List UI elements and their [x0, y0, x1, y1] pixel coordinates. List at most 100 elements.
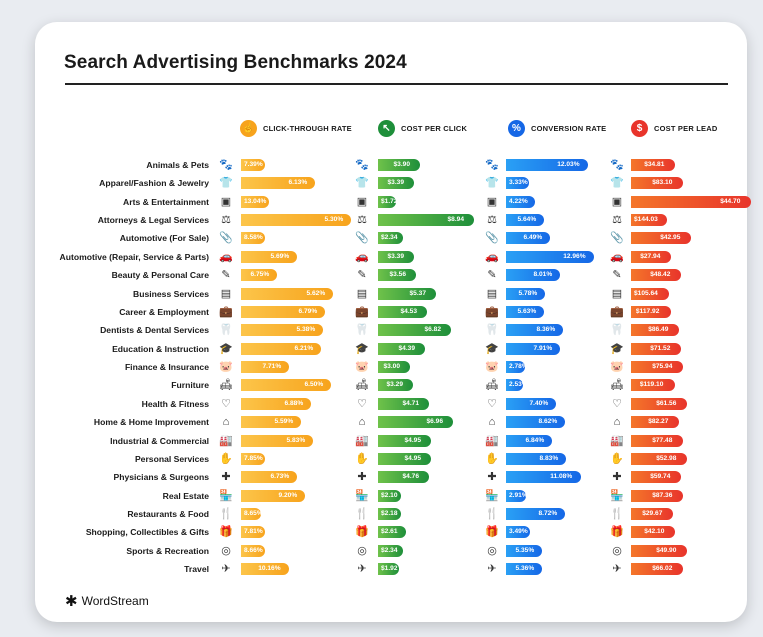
category-label: Home & Home Improvement	[93, 417, 209, 428]
value-label-cpc: $4.95	[404, 454, 422, 462]
value-label-cvr: 8.36%	[536, 326, 556, 334]
picture-icon: ▣	[220, 195, 232, 208]
ball-icon: ◎	[487, 544, 497, 557]
piggy-bank-icon: 🐷	[485, 361, 499, 374]
utensils-icon: 🍴	[355, 508, 369, 521]
bar-ctr	[241, 214, 351, 227]
value-label-cpl: $119.10	[639, 381, 664, 389]
storefront-icon: 🏪	[610, 489, 624, 502]
bar-cvr	[506, 342, 560, 355]
hand-pointer-icon: ☝	[240, 119, 257, 137]
armchair-icon: 🛋	[219, 379, 233, 392]
value-label-cpc: $4.76	[402, 473, 420, 481]
value-label-cvr: 3.49%	[509, 528, 528, 536]
table-row: Physicians & Surgeons ✚ 6.73% ✚ $4.76 ✚ 11.08%…	[35, 468, 747, 486]
car-icon: 🚗	[610, 250, 624, 263]
picture-icon: ▣	[611, 195, 623, 208]
bar-cpc	[378, 324, 451, 337]
bar-cpl	[631, 342, 681, 355]
bar-cpc	[378, 526, 406, 539]
heart-icon: ♡	[487, 397, 497, 410]
storefront-icon: 🏪	[219, 489, 233, 502]
airplane-icon: ✈	[221, 563, 231, 576]
bar-cpl	[631, 544, 687, 557]
table-row: Furniture 🛋 6.50% 🛋 $3.29 🛋 2.53% 🛋 $119.10	[35, 376, 747, 394]
bar-cpc	[378, 361, 410, 374]
bar-cvr	[506, 250, 594, 263]
value-label-cpc: $3.39	[387, 179, 405, 187]
airplane-icon: ✈	[487, 563, 497, 576]
category-label: Furniture	[171, 380, 209, 391]
table-row: Attorneys & Legal Services ⚖ 5.30% ⚖ $8.94 ⚖ 5…	[35, 211, 747, 229]
house-icon: ⌂	[488, 416, 496, 429]
value-label-cpl: $87.36	[652, 491, 673, 499]
category-label: Restaurants & Food	[127, 509, 209, 520]
category-label: Arts & Entertainment	[123, 196, 209, 207]
category-label: Personal Services	[134, 453, 209, 464]
value-label-cpl: $117.92	[635, 307, 660, 315]
airplane-icon: ✈	[612, 563, 622, 576]
category-label: Finance & Insurance	[124, 362, 209, 373]
briefcase-icon: 💼	[219, 305, 233, 318]
bar-cvr	[506, 214, 544, 227]
bar-ctr	[241, 434, 313, 447]
table-row: Education & Instruction 🎓 6.21% 🎓 $4.39 🎓 7.91…	[35, 340, 747, 358]
value-label-cpl: $82.27	[648, 418, 669, 426]
paw-icon: 🐾	[355, 159, 369, 171]
brand-name: WordStream	[81, 594, 149, 608]
value-label-cvr: 8.01%	[533, 271, 553, 279]
value-label-ctr: 8.66%	[244, 546, 263, 554]
value-label-cvr: 2.91%	[509, 491, 528, 499]
medical-cross-icon: ✚	[357, 471, 367, 484]
value-label-cpc: $6.82	[424, 326, 442, 334]
bar-cpl	[631, 305, 671, 318]
bar-cvr	[506, 195, 535, 208]
column-header-label: COST PER CLICK	[401, 123, 468, 133]
bar-cvr	[506, 526, 530, 539]
table-row: Health & Fitness ♡ 6.88% ♡ $4.71 ♡ 7.40% ♡ $61.5…	[35, 395, 747, 413]
column-header-label: CLICK-THROUGH RATE	[263, 123, 352, 133]
value-label-ctr: 5.69%	[270, 252, 290, 260]
gift-icon: 🎁	[610, 526, 624, 539]
factory-icon: 🏭	[610, 434, 624, 447]
value-label-cvr: 7.40%	[529, 399, 549, 407]
value-label-cvr: 11.08%	[550, 473, 573, 481]
bar-cpl	[631, 434, 683, 447]
value-label-ctr: 6.79%	[298, 307, 318, 315]
graduation-cap-icon: 🎓	[219, 342, 233, 355]
percent-icon: %	[508, 119, 525, 137]
brush-icon: ✎	[357, 269, 367, 282]
value-label-ctr: 13.04%	[244, 197, 267, 205]
category-label: Travel	[184, 564, 209, 575]
column-header-label: CONVERSION RATE	[531, 123, 607, 133]
bar-ctr	[241, 361, 289, 374]
value-label-ctr: 9.20%	[278, 491, 298, 499]
bar-cvr	[506, 508, 565, 521]
value-label-cpc: $4.39	[398, 344, 416, 352]
bar-cpl	[631, 397, 687, 410]
brush-icon: ✎	[612, 269, 622, 282]
bar-cvr	[506, 489, 526, 502]
bar-ctr	[241, 416, 301, 429]
bar-cpl	[631, 563, 683, 576]
value-label-cpc: $2.10	[381, 491, 398, 499]
graduation-cap-icon: 🎓	[485, 342, 499, 355]
document-icon: ▤	[220, 287, 232, 300]
hand-icon: ✋	[219, 452, 233, 465]
value-label-cpc: $3.29	[386, 381, 404, 389]
bar-cpc	[378, 544, 403, 557]
bar-ctr	[241, 269, 277, 282]
category-label: Sports & Recreation	[126, 545, 209, 556]
bar-cpl	[631, 195, 751, 208]
bar-ctr	[241, 397, 311, 410]
table-row: Shopping, Collectibles & Gifts 🎁 7.81% 🎁 $2.…	[35, 523, 747, 541]
paperclip-icon: 📎	[219, 232, 233, 245]
value-label-cvr: 3.33%	[509, 179, 528, 187]
table-row: Career & Employment 💼 6.79% 💼 $4.53 💼 5.63% 💼 $1…	[35, 303, 747, 321]
value-label-cpc: $2.34	[381, 234, 398, 242]
briefcase-icon: 💼	[610, 305, 624, 318]
page-title: Search Advertising Benchmarks 2024	[64, 52, 407, 73]
bar-cpc	[378, 195, 396, 208]
value-label-ctr: 7.71%	[262, 363, 282, 371]
value-label-cvr: 5.78%	[518, 289, 538, 297]
